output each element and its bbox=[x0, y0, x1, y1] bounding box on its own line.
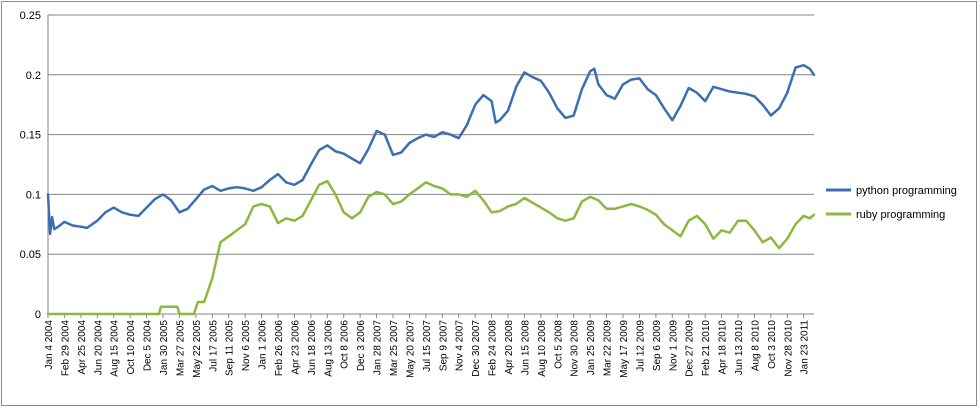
x-tick-label: Nov 4 2007 bbox=[455, 320, 466, 372]
x-tick-label: Jan 4 2004 bbox=[44, 320, 55, 370]
x-tick-label: Oct 8 2006 bbox=[340, 320, 351, 369]
x-tick-label: Jun 20 2004 bbox=[93, 320, 104, 375]
x-tick-label: Jul 15 2007 bbox=[422, 320, 433, 372]
series-line-python-programming bbox=[46, 63, 816, 236]
x-tick-label: Jan 25 2009 bbox=[586, 320, 597, 375]
legend-label: ruby programming bbox=[856, 209, 945, 221]
x-tick-label: Jan 30 2005 bbox=[159, 320, 170, 375]
x-tick-label: May 20 2007 bbox=[405, 320, 416, 378]
x-tick-label: Mar 25 2007 bbox=[389, 320, 400, 377]
x-tick-label: Nov 6 2005 bbox=[241, 320, 252, 372]
series-line-ruby-programming bbox=[46, 179, 816, 316]
y-tick-label: 0.15 bbox=[20, 130, 41, 142]
x-tick-label: May 17 2009 bbox=[619, 320, 630, 378]
x-tick-label: Jun 13 2010 bbox=[734, 320, 745, 375]
y-tick-label: 0.1 bbox=[26, 189, 41, 201]
x-tick-label: Aug 13 2006 bbox=[323, 320, 334, 377]
x-tick-label: Dec 3 2006 bbox=[356, 320, 367, 372]
x-tick-label: Jun 18 2006 bbox=[307, 320, 318, 375]
series-lines bbox=[46, 63, 816, 316]
x-tick-label: Aug 15 2004 bbox=[110, 320, 121, 377]
x-tick-label: Feb 29 2004 bbox=[60, 320, 71, 377]
x-tick-label: Sep 11 2005 bbox=[225, 320, 236, 376]
x-tick-label: Jan 23 2011 bbox=[800, 320, 811, 375]
x-tick-label: Nov 30 2008 bbox=[570, 320, 581, 377]
x-tick-label: Apr 20 2008 bbox=[504, 320, 515, 375]
x-tick-label: Apr 18 2010 bbox=[718, 320, 729, 375]
x-tick-label: Apr 23 2006 bbox=[290, 320, 301, 375]
x-tick-label: Mar 22 2009 bbox=[603, 320, 614, 377]
x-tick-label: Jul 12 2009 bbox=[635, 320, 646, 372]
y-tick-label: 0 bbox=[35, 309, 41, 321]
x-tick-label: Sep 6 2009 bbox=[652, 320, 663, 372]
x-axis: Jan 4 2004 Feb 29 2004 Apr 25 2004 Jun 20 2… bbox=[44, 313, 814, 378]
y-tick-label: 0.2 bbox=[26, 70, 41, 82]
x-tick-label: Dec 5 2004 bbox=[143, 320, 154, 372]
x-tick-label: Jul 17 2005 bbox=[208, 320, 219, 372]
x-tick-label: Feb 26 2006 bbox=[274, 320, 285, 377]
x-tick-label: Aug 10 2008 bbox=[537, 320, 548, 377]
x-tick-label: Mar 27 2005 bbox=[175, 320, 186, 377]
y-axis: 0 0.05 0.1 0.15 0.2 0.25 bbox=[20, 10, 49, 321]
x-tick-label: Jan 1 2006 bbox=[258, 320, 269, 370]
x-tick-label: Oct 3 2010 bbox=[767, 320, 778, 369]
x-tick-label: Oct 10 2004 bbox=[126, 320, 137, 375]
x-tick-label: May 22 2005 bbox=[192, 320, 203, 378]
x-tick-label: Feb 24 2008 bbox=[488, 320, 499, 377]
x-tick-label: Dec 30 2007 bbox=[471, 320, 482, 377]
x-tick-label: Oct 5 2008 bbox=[553, 320, 564, 369]
gridlines bbox=[48, 14, 814, 315]
legend: python programming ruby programming bbox=[826, 185, 957, 221]
x-tick-label: Dec 27 2009 bbox=[685, 320, 696, 377]
legend-label: python programming bbox=[856, 185, 957, 197]
x-tick-label: Nov 1 2009 bbox=[668, 320, 679, 372]
y-tick-label: 0.25 bbox=[20, 10, 41, 22]
x-tick-label: Apr 25 2004 bbox=[77, 320, 88, 375]
x-tick-label: Jan 28 2007 bbox=[373, 320, 384, 375]
y-tick-label: 0.05 bbox=[20, 249, 41, 261]
x-tick-label: Jun 15 2008 bbox=[520, 320, 531, 375]
x-tick-label: Nov 28 2010 bbox=[783, 320, 794, 377]
x-tick-label: Sep 9 2007 bbox=[438, 320, 449, 372]
x-tick-label: Feb 21 2010 bbox=[701, 320, 712, 377]
x-tick-label: Aug 8 2010 bbox=[750, 320, 761, 372]
